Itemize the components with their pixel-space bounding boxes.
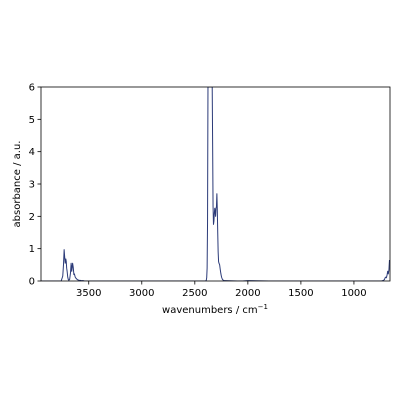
y-tick-label: 6 <box>29 83 35 94</box>
x-tick-label: 3000 <box>129 288 154 299</box>
y-tick-label: 1 <box>29 244 35 255</box>
plot-frame <box>40 86 391 282</box>
y-tick-label: 3 <box>29 180 35 191</box>
x-axis: 3500 3000 2500 2000 1500 1000 <box>76 281 367 299</box>
x-tick-label: 2000 <box>235 288 260 299</box>
x-tick-label: 3500 <box>76 288 101 299</box>
y-tick-label: 4 <box>29 147 35 158</box>
y-axis-label: absorbance / a.u. <box>12 141 23 228</box>
spectrum-line-0 <box>41 87 390 281</box>
x-axis-label-text: wavenumbers / cm <box>162 305 258 316</box>
y-tick-label: 5 <box>29 115 35 126</box>
y-axis: 0 1 2 3 4 5 6 <box>29 83 41 288</box>
x-axis-label-superscript: −1 <box>258 303 268 311</box>
x-tick-label: 1000 <box>341 288 366 299</box>
x-axis-label: wavenumbers / cm−1 <box>162 303 268 316</box>
plot-area <box>41 87 390 281</box>
y-tick-label: 0 <box>29 277 35 288</box>
x-tick-label: 2500 <box>182 288 207 299</box>
y-tick-label: 2 <box>29 212 35 223</box>
x-tick-label: 1500 <box>288 288 313 299</box>
